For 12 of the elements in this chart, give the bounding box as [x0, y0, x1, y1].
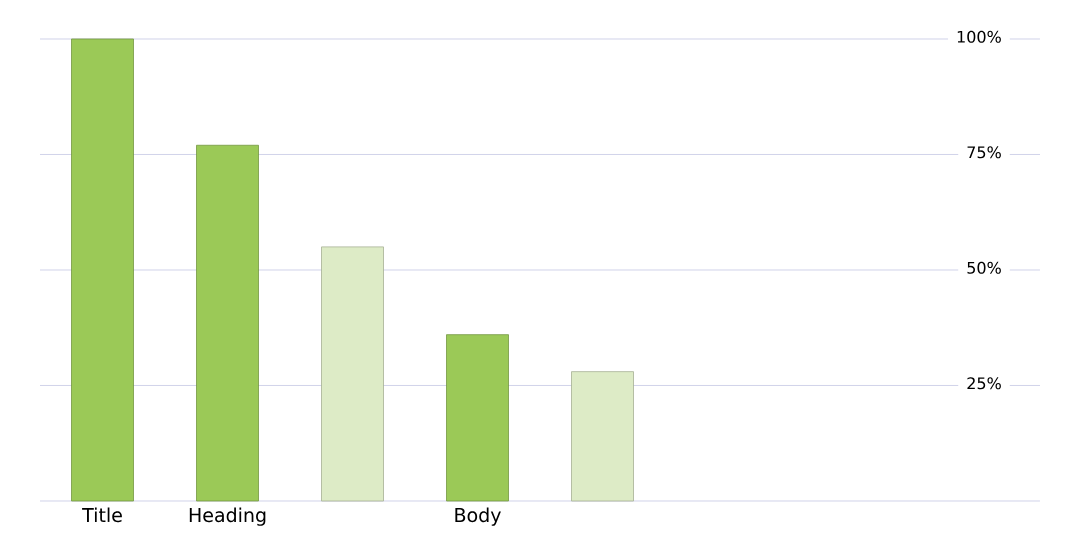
bar	[571, 371, 634, 502]
x-tick-label: Title	[82, 507, 122, 523]
y-tick-label: 25%	[967, 377, 1001, 390]
y-tick-label: 50%	[967, 261, 1001, 274]
y-tick-label: 75%	[967, 146, 1001, 159]
y-tick-label: 100%	[957, 30, 1001, 43]
x-tick-label: Body	[455, 507, 501, 526]
bar	[321, 246, 384, 502]
bar	[196, 144, 259, 502]
bar	[71, 38, 134, 502]
bar	[446, 334, 509, 502]
x-tick-label: Heading	[189, 507, 266, 526]
